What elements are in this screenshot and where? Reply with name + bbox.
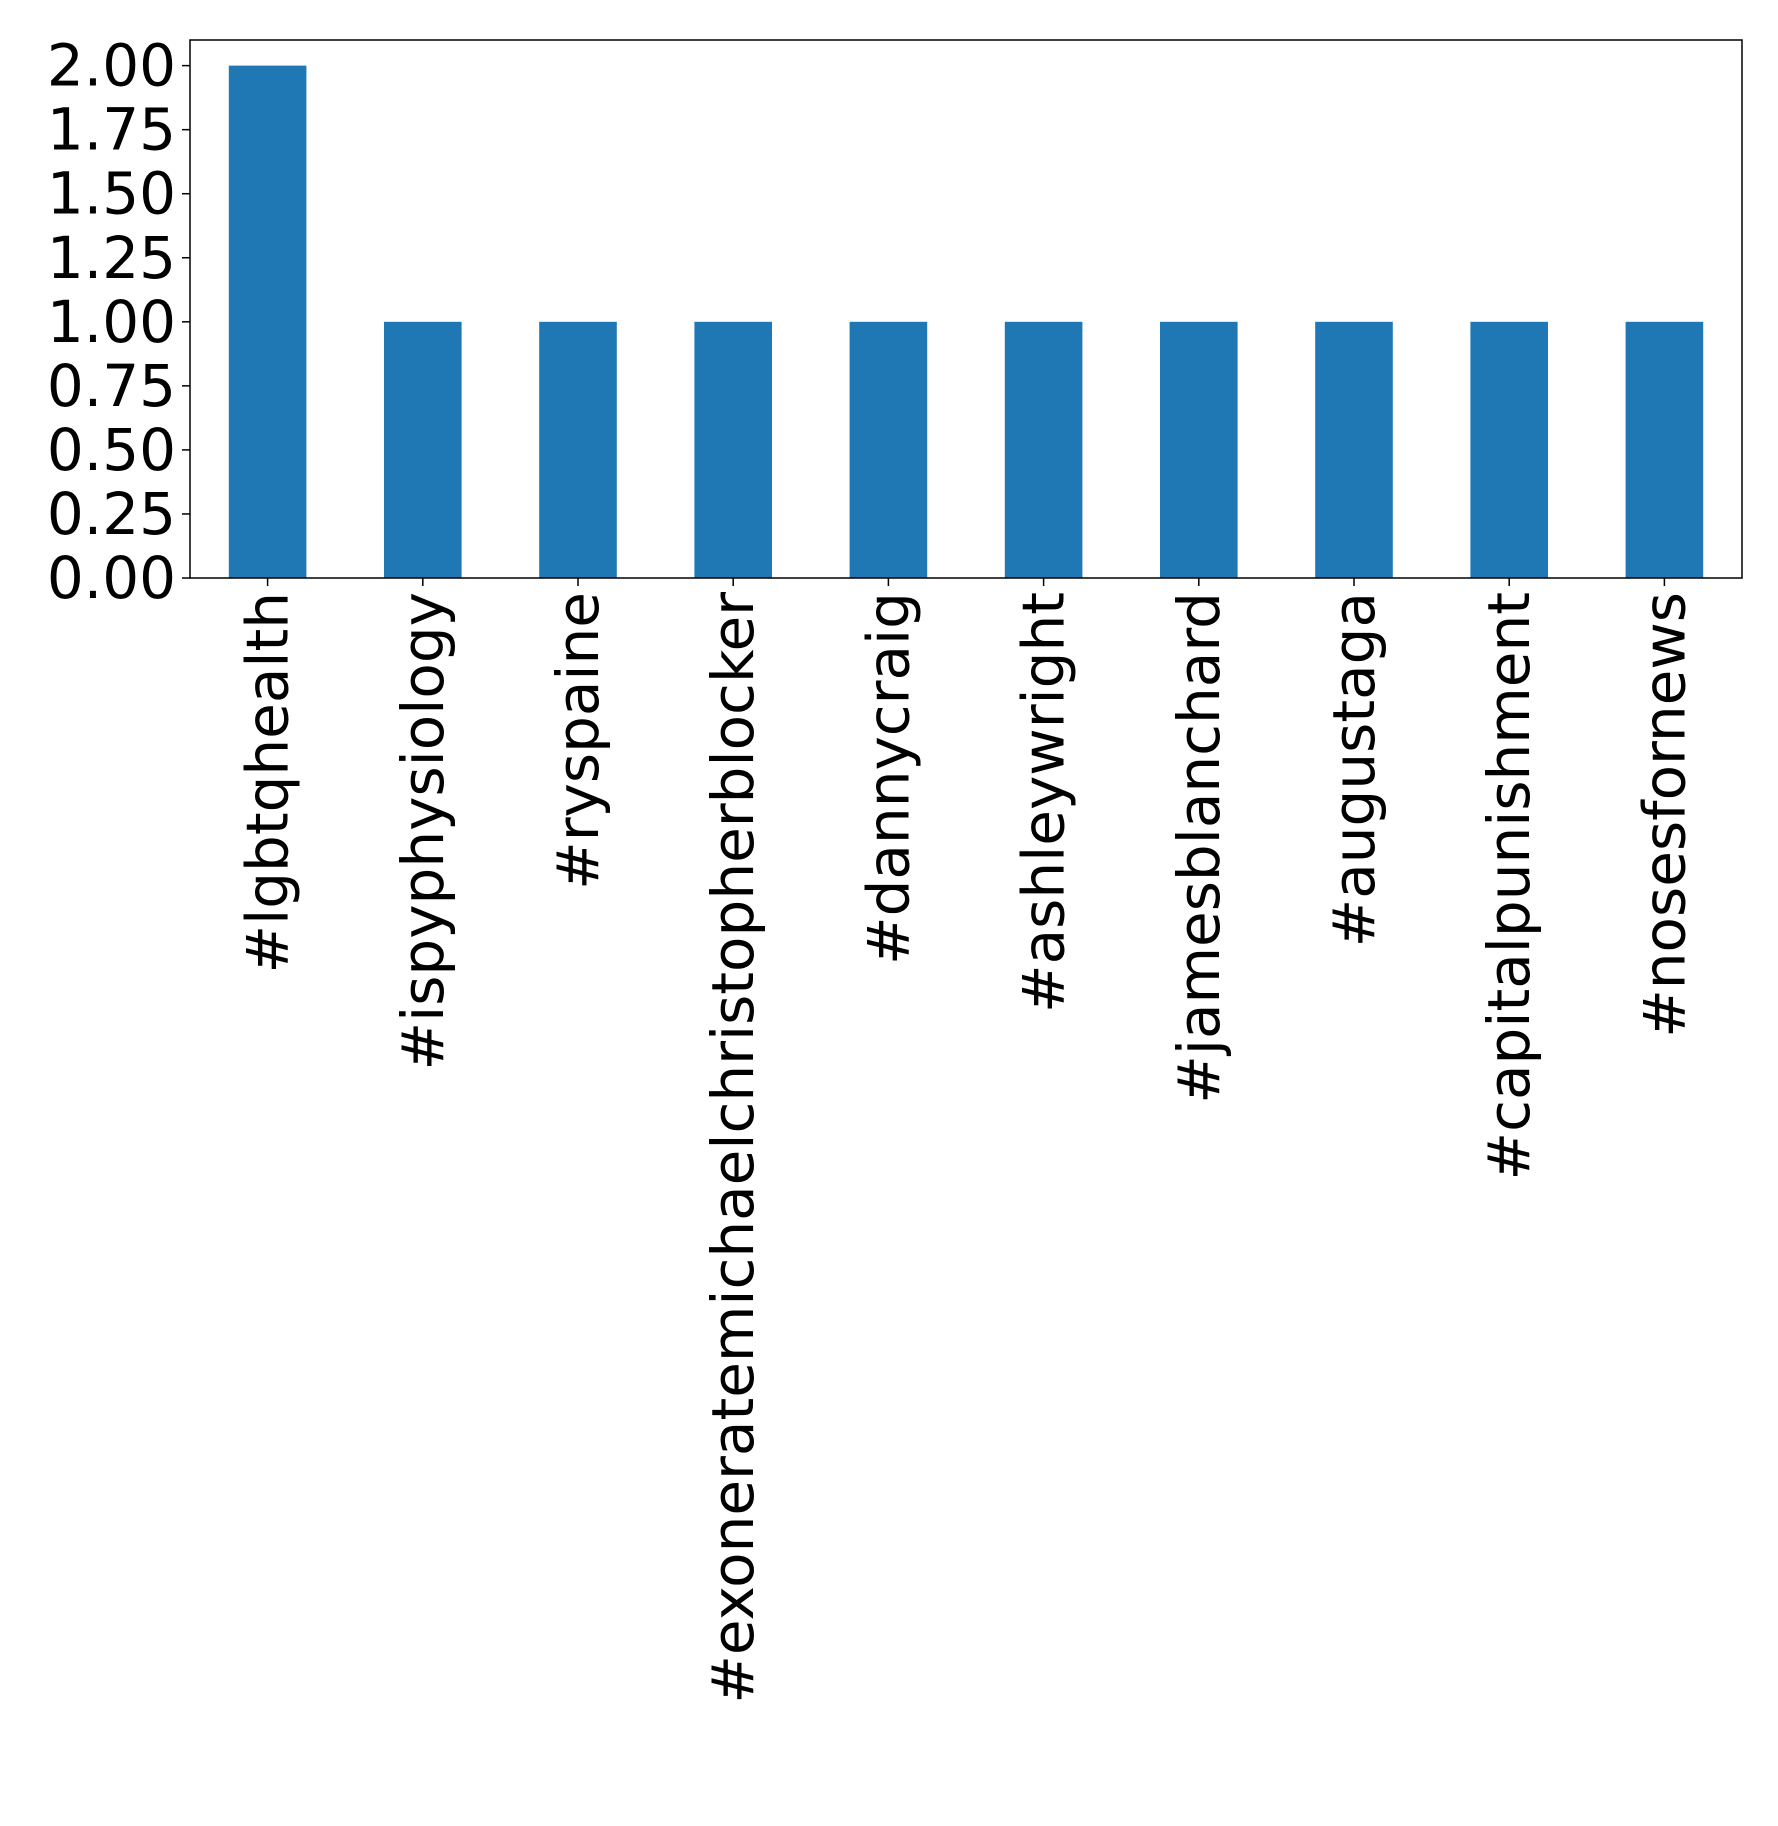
x-tick-label: #dannycraig: [854, 592, 922, 965]
bar-ispyphysiology: [384, 321, 462, 578]
y-axis: 0.000.250.500.751.001.251.501.752.00: [47, 32, 190, 612]
y-tick-label: 0.50: [47, 416, 176, 484]
x-tick-label: #ispyphysiology: [389, 592, 457, 1071]
y-tick-label: 0.25: [47, 480, 176, 548]
x-tick-label: #lgbtqhealth: [234, 592, 302, 974]
x-tick-label: #ashleywright: [1010, 592, 1078, 1013]
bar-lgbtqhealth: [228, 65, 307, 579]
bar-capitalpunishment: [1470, 321, 1548, 578]
bar-nosesfornews: [1625, 321, 1704, 578]
x-tick-label: #augustaga: [1320, 592, 1388, 947]
bar-jamesblanchard: [1160, 321, 1238, 578]
x-tick-label: #exoneratemichaelchristopherblocker: [699, 592, 767, 1704]
plot-frame: [189, 39, 1743, 579]
bar-ashleywright: [1004, 321, 1083, 578]
y-tick-label: 1.00: [47, 288, 176, 356]
x-tick-label: #capitalpunishment: [1475, 592, 1543, 1180]
bar-augustaga: [1315, 321, 1393, 578]
y-tick-label: 2.00: [47, 32, 176, 100]
bar-ryspaine: [539, 321, 617, 578]
y-tick-label: 0.00: [47, 544, 176, 612]
bars-group: [228, 65, 1704, 579]
y-tick-label: 1.75: [47, 96, 176, 164]
x-tick-label: #ryspaine: [544, 592, 612, 890]
y-tick-label: 0.75: [47, 352, 176, 420]
y-tick-label: 1.50: [47, 160, 176, 228]
bar-dannycraig: [849, 321, 928, 578]
bar-exoneratemichaelchristopherblocker: [694, 321, 772, 578]
x-tick-label: #jamesblanchard: [1165, 592, 1233, 1104]
x-tick-label: #nosesfornews: [1630, 592, 1698, 1038]
y-tick-label: 1.25: [47, 224, 176, 292]
x-axis: #lgbtqhealth #ispyphysiology #ryspaine #exo…: [234, 578, 1698, 1704]
